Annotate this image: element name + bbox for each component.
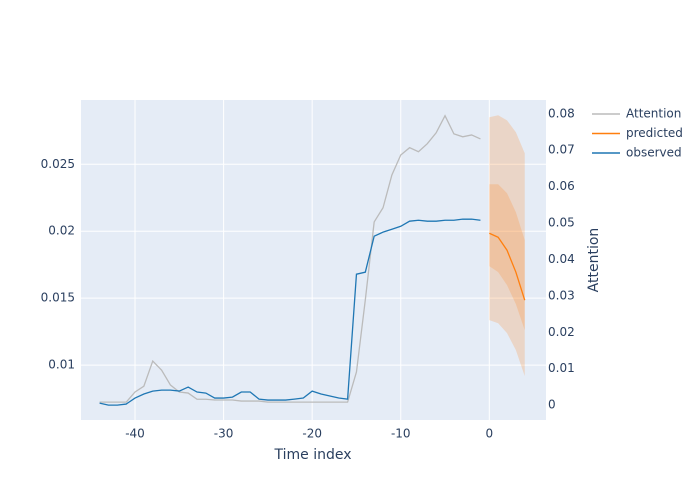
y2-tick-label: 0 — [548, 398, 556, 412]
legend-label: observed — [626, 146, 682, 160]
x-tick-label: -30 — [214, 427, 234, 441]
x-axis-title: Time index — [273, 447, 351, 463]
x-tick-label: -40 — [125, 427, 145, 441]
y2-tick-label: 0.05 — [548, 216, 575, 230]
y2-tick-label: 0.04 — [548, 252, 575, 266]
y-tick-label: 0.01 — [48, 358, 75, 372]
x-tick-label: -20 — [302, 427, 322, 441]
y2-axis-title: Attention — [586, 228, 602, 293]
x-tick-label: -10 — [391, 427, 411, 441]
x-tick-label: 0 — [485, 427, 493, 441]
series-line — [99, 218, 481, 406]
y2-tick-label: 0.08 — [548, 106, 575, 120]
y2-tick-label: 0.03 — [548, 288, 575, 302]
prediction-band — [489, 184, 525, 331]
legend-label: Attention — [626, 107, 681, 121]
y2-tick-label: 0.02 — [548, 325, 575, 339]
series-line — [99, 114, 481, 403]
plot-background — [81, 100, 546, 420]
y-tick-label: 0.025 — [41, 157, 75, 171]
prediction-band — [489, 115, 525, 377]
series-line — [489, 232, 526, 301]
y-tick-label: 0.02 — [48, 224, 75, 238]
y2-tick-label: 0.01 — [548, 361, 575, 375]
legend-label: predicted — [626, 126, 683, 140]
y-tick-label: 0.015 — [41, 291, 75, 305]
y2-tick-label: 0.06 — [548, 179, 575, 193]
y2-tick-label: 0.07 — [548, 143, 575, 157]
